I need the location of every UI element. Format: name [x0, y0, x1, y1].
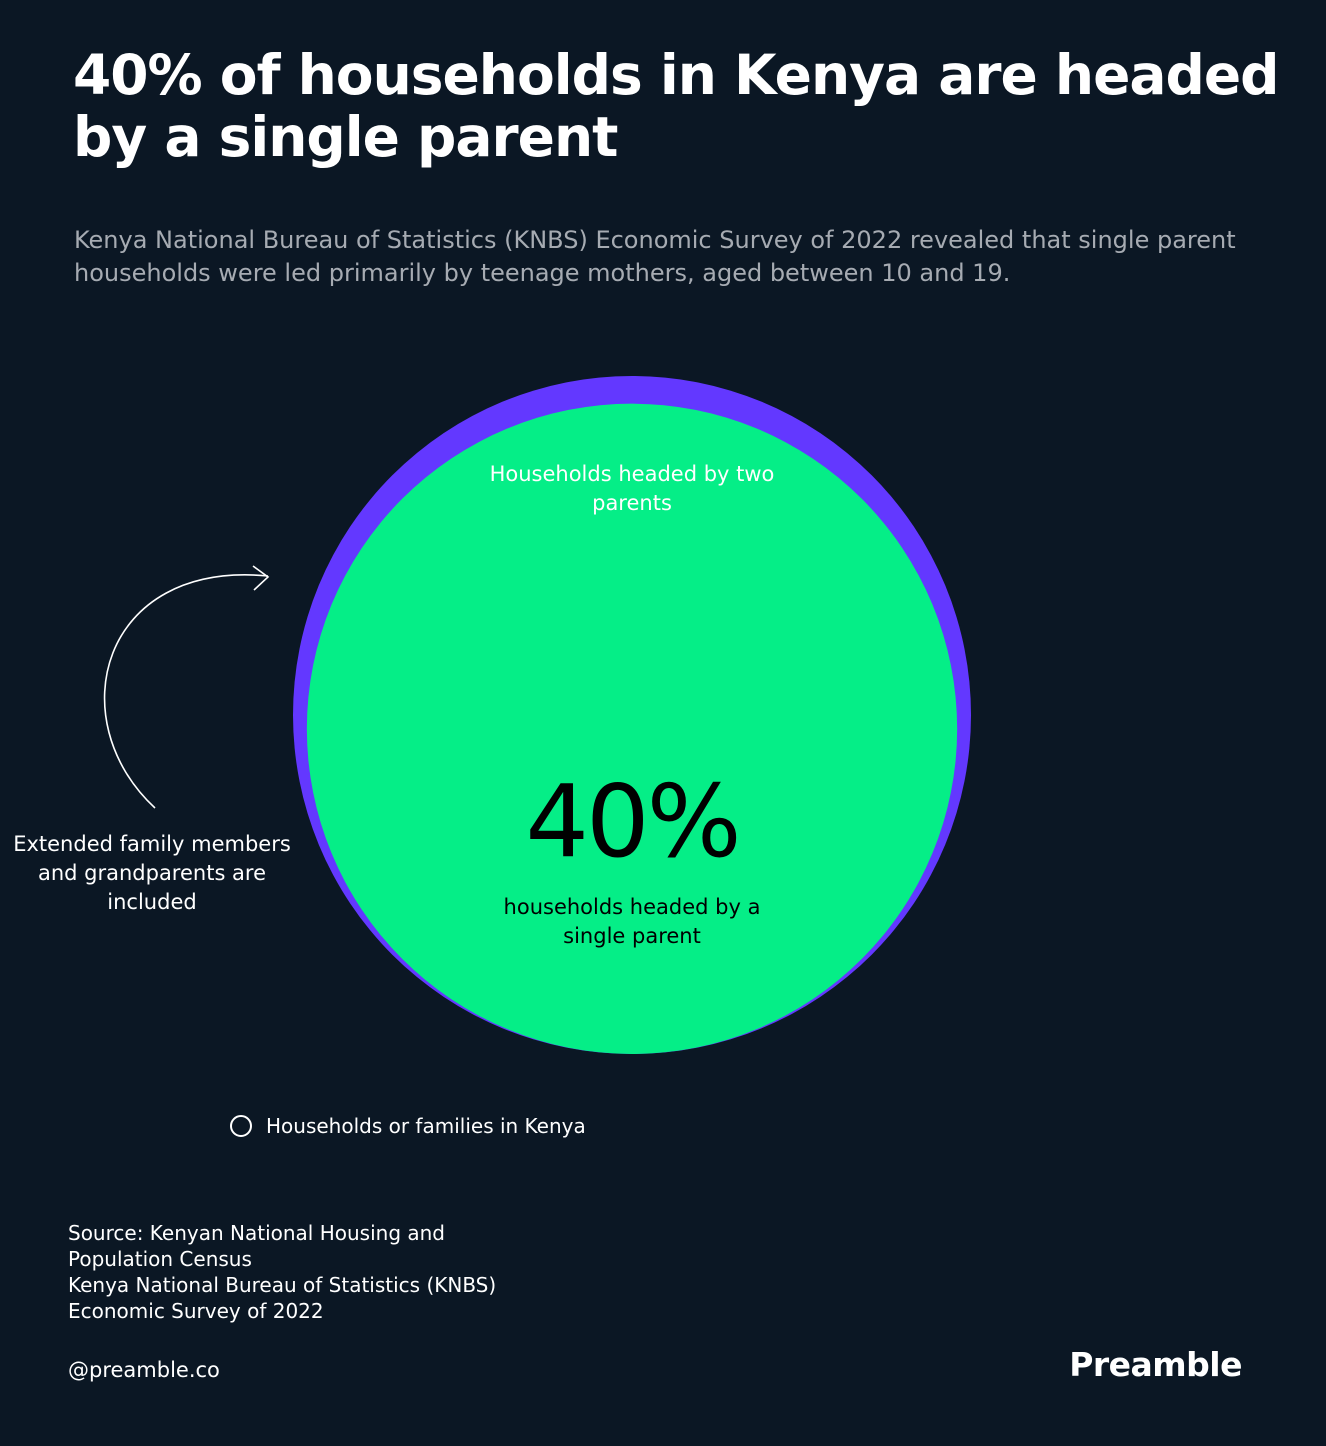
annotation-text: Extended family members and grandparents… [13, 832, 291, 914]
source-note: Source: Kenyan National Housing and Popu… [68, 1220, 538, 1324]
social-handle: @preamble.co [68, 1358, 220, 1382]
brand-logo: Preamble [1069, 1345, 1242, 1384]
source-line: Economic Survey of 2022 [68, 1299, 324, 1323]
inner-series-label: households headed by a single parent [503, 895, 761, 948]
arrowhead-icon [252, 565, 270, 591]
inner-circle-single-parent-households [306, 403, 958, 1054]
legend-label: Households or families in Kenya [266, 1114, 586, 1138]
single-parent-value: 40% [525, 763, 741, 880]
outer-series-label: Households headed by two parents [489, 462, 775, 515]
legend-circle-icon [230, 1115, 252, 1137]
page-subtitle: Kenya National Bureau of Statistics (KNB… [74, 226, 1236, 287]
page-title: 40% of households in Kenya are headed by… [73, 43, 1280, 169]
legend: Households or families in Kenya [230, 1112, 586, 1140]
source-line: Kenya National Bureau of Statistics (KNB… [68, 1273, 497, 1297]
source-line: Population Census [68, 1247, 252, 1271]
curved-arrow-icon [103, 574, 269, 809]
source-line: Source: Kenyan National Housing and [68, 1221, 445, 1245]
